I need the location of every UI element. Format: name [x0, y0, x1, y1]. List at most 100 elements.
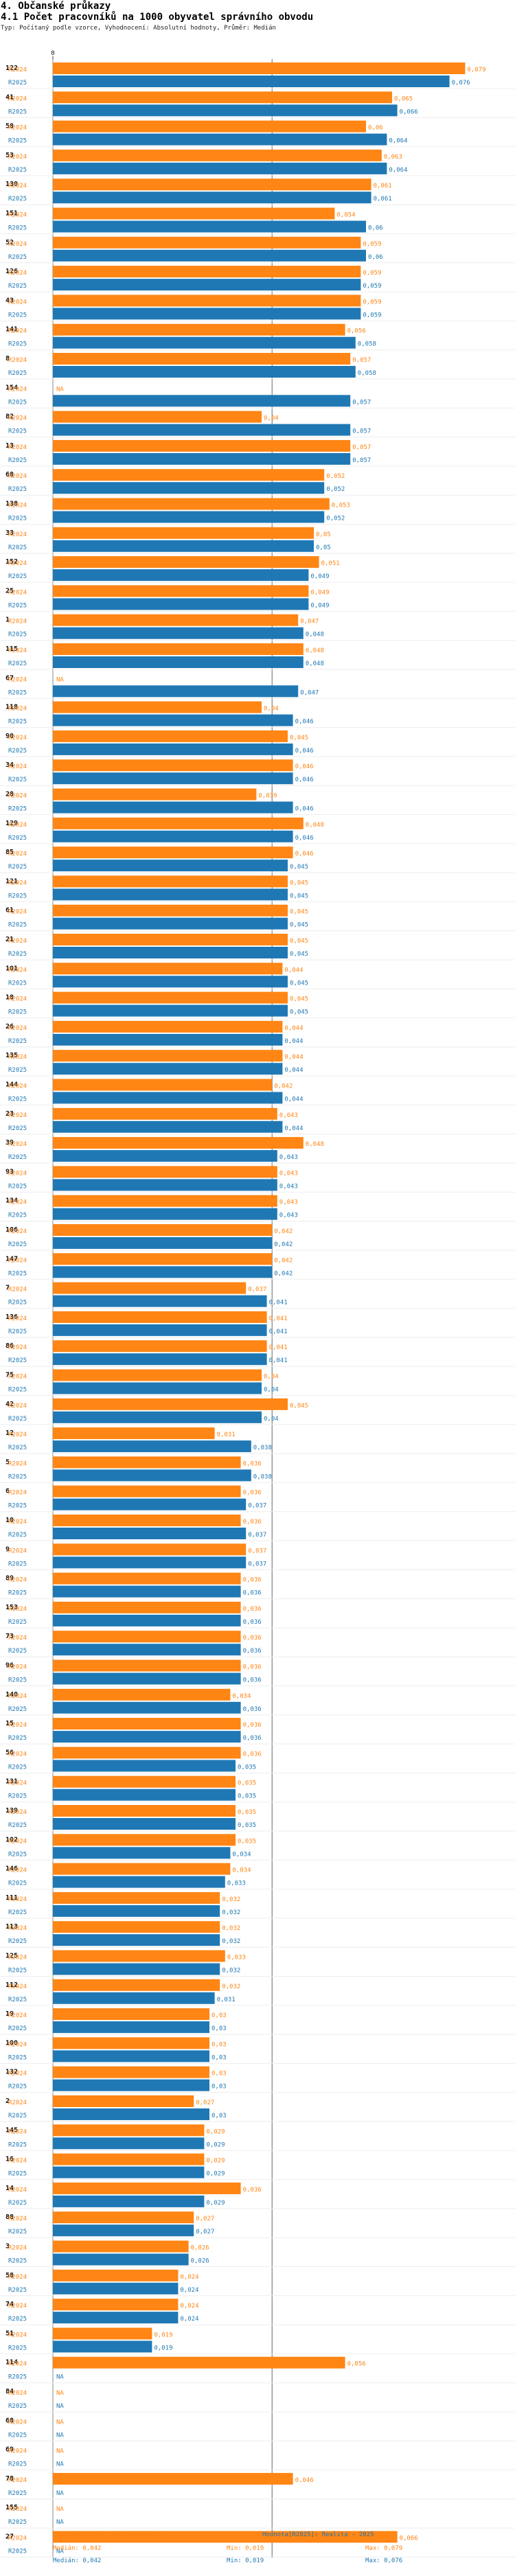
group-label: 56	[5, 1749, 14, 1756]
group-label: 42	[5, 1401, 14, 1408]
bar-r2025	[53, 2108, 209, 2120]
value-label: 0,054	[336, 212, 355, 219]
group-label: 101	[5, 965, 18, 972]
series-label: R2024	[8, 967, 27, 974]
value-label: 0,038	[253, 1445, 272, 1451]
na-label: NA	[56, 2506, 64, 2513]
series-label: R2025	[8, 1387, 27, 1394]
series-label: R2025	[8, 399, 27, 406]
series-label: R2025	[8, 1532, 27, 1539]
bar-r2024	[53, 2472, 293, 2485]
value-label: 0,046	[295, 835, 314, 842]
series-label: R2025	[8, 2200, 27, 2207]
value-label: 0,035	[238, 1780, 256, 1787]
value-label: 0,049	[310, 602, 329, 609]
value-label: 0,03	[211, 2041, 227, 2048]
bar-r2025	[53, 1469, 251, 1482]
bar-r2024	[53, 1137, 304, 1149]
group-label: 5	[5, 1458, 10, 1466]
series-label: R2024	[8, 2012, 27, 2019]
value-label: 0,059	[363, 241, 381, 248]
group-label: 12	[5, 1429, 14, 1437]
bar-r2024	[53, 1572, 241, 1585]
section-title: 4. Občanské průkazy	[1, 1, 111, 12]
value-label: 0,056	[347, 328, 366, 335]
value-label: 0,041	[269, 1300, 288, 1307]
group-label: 75	[5, 1372, 14, 1379]
value-label: 0,076	[452, 80, 470, 87]
group-label: 100	[5, 2039, 18, 2047]
value-label: 0,043	[279, 1183, 298, 1190]
value-label: 0,036	[243, 2187, 262, 2194]
bar-r2024	[53, 963, 283, 975]
bar-r2025	[53, 220, 366, 233]
bar-r2025	[53, 830, 293, 842]
bar-r2025	[53, 1411, 262, 1423]
series-label: R2025	[8, 254, 27, 261]
group-label: 43	[5, 297, 14, 304]
group-label: 82	[5, 413, 14, 421]
bar-r2024	[53, 1166, 277, 1178]
value-label: 0,026	[191, 2245, 209, 2252]
bar-r2024	[53, 2211, 194, 2224]
series-label: R2024	[8, 676, 27, 683]
bar-r2025	[53, 1614, 241, 1626]
bar-r2025	[53, 279, 361, 291]
group-label: 28	[5, 791, 14, 798]
series-label: R2024	[8, 706, 27, 713]
value-label: 0,03	[211, 2012, 227, 2019]
value-label: 0,045	[290, 922, 308, 929]
series-label: R2025	[8, 1619, 27, 1626]
bar-r2024	[53, 2356, 345, 2369]
bar-r2025	[53, 1818, 236, 1830]
value-label: 0,036	[243, 1648, 262, 1655]
na-label: NA	[56, 2403, 64, 2410]
value-label: 0,06	[368, 125, 383, 132]
bar-r2025	[53, 540, 314, 552]
group-label: 122	[5, 65, 18, 72]
bar-r2025	[53, 2224, 194, 2237]
group-label: 146	[5, 1865, 18, 1873]
group-label: 68	[5, 471, 14, 479]
series-label: R2025	[8, 2519, 27, 2526]
value-label: 0,026	[191, 2258, 209, 2265]
series-label: R2025	[8, 1851, 27, 1858]
value-label: 0,057	[352, 428, 371, 435]
value-label: 0,03	[211, 2084, 227, 2091]
value-label: 0,044	[284, 1125, 303, 1132]
bar-r2025	[53, 424, 351, 436]
group-label: 90	[5, 733, 14, 740]
value-label: 0,035	[238, 1822, 256, 1829]
value-label: 0,047	[300, 689, 319, 696]
value-label: 0,052	[326, 516, 345, 522]
value-label: 0,045	[290, 893, 308, 899]
series-label: R2024	[8, 1955, 27, 1962]
series-label: R2025	[8, 2141, 27, 2148]
series-label: R2024	[8, 444, 27, 451]
value-label: 0,046	[295, 806, 314, 813]
series-label: R2025	[8, 1997, 27, 2003]
value-label: 0,063	[384, 154, 402, 161]
bar-r2024	[53, 1515, 241, 1526]
bar-r2024	[53, 643, 304, 655]
value-label: 0,045	[290, 735, 308, 741]
series-label: R2024	[8, 1635, 27, 1642]
bar-r2024	[53, 1282, 247, 1294]
series-label: R2025	[8, 1125, 27, 1132]
series-label: R2025	[8, 1764, 27, 1771]
bar-r2024	[53, 1079, 273, 1091]
value-label: 0,045	[290, 1009, 308, 1016]
group-label: 139	[5, 1807, 18, 1815]
bar-r2024	[53, 759, 293, 772]
value-label: 0,046	[295, 777, 314, 783]
min-r2025: Min: 0,019	[227, 2557, 264, 2564]
bar-r2024	[53, 2182, 241, 2194]
group-label: 88	[5, 2213, 14, 2221]
series-label: R2024	[8, 2303, 27, 2310]
series-label: R2025	[8, 2113, 27, 2119]
group-label: 78	[5, 2475, 14, 2483]
group-label: 129	[5, 820, 18, 827]
series-label: R2025	[8, 1822, 27, 1829]
series-label: R2024	[8, 879, 27, 886]
group-label: 130	[5, 181, 18, 188]
